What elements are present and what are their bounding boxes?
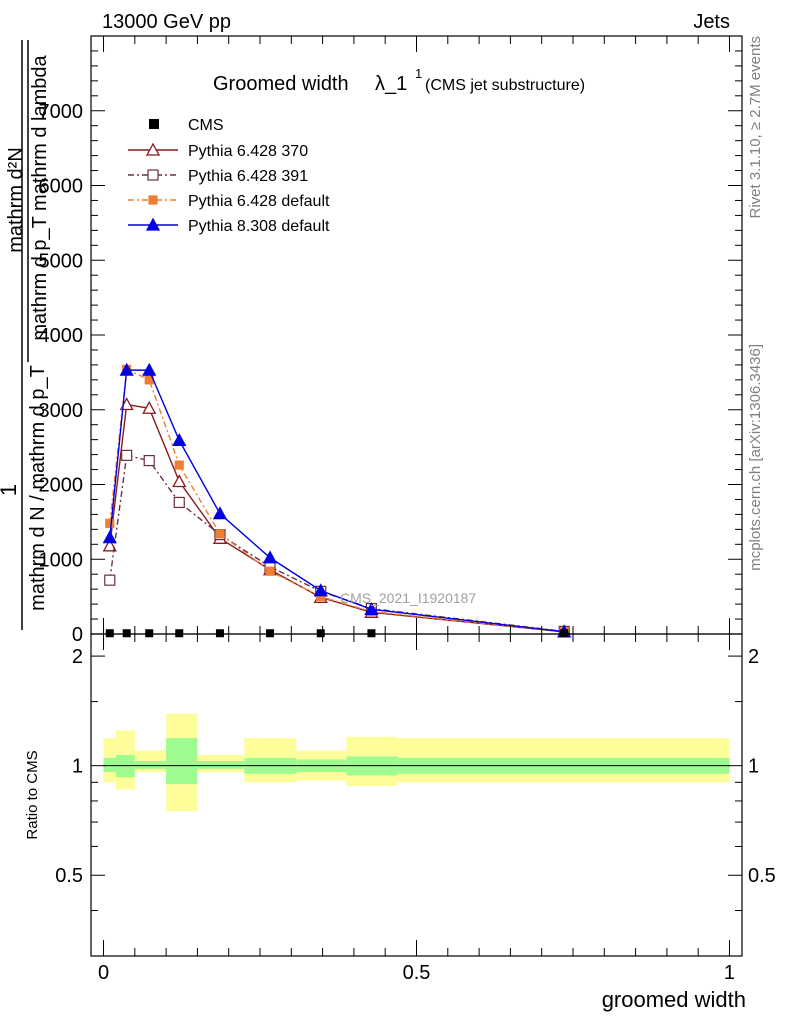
y-tick-label: 1000 [39, 549, 84, 571]
ratio-tick-label-right: 1 [748, 756, 759, 778]
series-point [142, 400, 157, 414]
legend-label: CMS [188, 117, 224, 134]
legend-marker [149, 119, 159, 129]
ratio-axis-ticks: 0.5 0.5 1 1 2 2 [55, 646, 776, 912]
ratio-tick-label-right: 2 [748, 646, 759, 668]
ylabel-outer-num: 1 [0, 484, 21, 496]
series-point [102, 530, 117, 544]
x-axis-label: groomed width [602, 987, 746, 1012]
series-point [212, 506, 228, 520]
legend-marker [147, 169, 159, 181]
cms-data-point [215, 629, 224, 638]
cms-data-point [367, 629, 376, 638]
series-point [265, 566, 275, 576]
cms-data-point [175, 629, 184, 638]
y-tick-label: 0 [72, 624, 83, 646]
cms-data-point [316, 629, 325, 638]
series-point [364, 601, 379, 615]
y-tick-label: 7000 [39, 101, 84, 123]
main-axis-ticks: 0 1000 2000 3000 4000 5000 6000 7000 [39, 50, 742, 646]
header-energy: 13000 GeV pp [102, 11, 231, 33]
series-point [102, 538, 117, 552]
series-point [215, 529, 225, 539]
ratio-tick-label: 2 [72, 646, 83, 668]
y-tick-label: 4000 [39, 325, 84, 347]
legend-label: Pythia 6.428 default [188, 193, 330, 210]
title-math: λ_1 [375, 73, 407, 95]
title-text: Groomed width [213, 73, 349, 95]
x-tick-label: 0 [98, 962, 109, 984]
y-tick-label: 2000 [39, 475, 84, 497]
x-tick-label: 1 [724, 962, 735, 984]
series-point [313, 583, 328, 597]
ratio-ylabel: Ratio to CMS [24, 750, 41, 839]
series-point [174, 460, 184, 470]
chart-title: Groomed width λ_1 1 (CMS jet substructur… [213, 66, 585, 95]
cms-data-point [560, 629, 569, 638]
series-point [173, 496, 185, 509]
y-tick-label: 5000 [39, 250, 84, 272]
series-point [143, 454, 155, 467]
mcplots-label: mcplots.cern.ch [arXiv:1306.3436] [747, 344, 764, 571]
cms-data-point [122, 629, 131, 638]
series-point [119, 362, 134, 376]
legend: CMS Pythia 6.428 370 Pythia 6.428 391 Pythi… [128, 117, 330, 235]
cms-data-point [105, 629, 114, 638]
ylabel-inner-num: mathrm d²N [5, 147, 27, 253]
series-point [121, 449, 133, 461]
series-point [104, 574, 116, 586]
title-sup: 1 [415, 66, 422, 81]
watermark: CMS_2021_I1920187 [340, 590, 476, 606]
ratio-bands [103, 713, 730, 812]
legend-marker [145, 142, 161, 156]
main-ylabel: 1 mathrm d N / mathrm d p_T mathrm d²N m… [0, 40, 51, 630]
legend-label: Pythia 6.428 370 [188, 143, 308, 160]
series-point [142, 362, 157, 376]
legend-marker [148, 195, 158, 205]
cms-data-point [145, 629, 154, 638]
y-tick-label: 6000 [39, 176, 84, 198]
title-subtitle: (CMS jet substructure) [425, 77, 585, 94]
x-axis-ticks: 0 0.5 1 [98, 36, 735, 984]
ratio-tick-label: 1 [72, 756, 83, 778]
ratio-tick-label: 0.5 [55, 865, 83, 887]
series-point [105, 518, 115, 528]
ratio-inner-band [166, 738, 198, 785]
ratio-inner-band [197, 760, 245, 769]
rivet-label: Rivet 3.1.10, ≥ 2.7M events [747, 36, 764, 219]
header-jets: Jets [693, 11, 730, 33]
x-tick-label: 0.5 [403, 962, 431, 984]
cms-data-point [266, 629, 275, 638]
ratio-inner-band [103, 757, 117, 773]
legend-label: Pythia 8.308 default [188, 218, 330, 235]
main-series [102, 362, 572, 638]
ratio-inner-band [134, 760, 167, 769]
series-point [172, 474, 187, 488]
legend-label: Pythia 6.428 391 [188, 168, 308, 185]
ylabel-outer-den: mathrm d N / mathrm d p_T [27, 365, 49, 611]
series-point [172, 433, 187, 447]
series-point [262, 550, 278, 564]
legend-marker [145, 217, 161, 231]
ratio-tick-label-right: 0.5 [748, 865, 776, 887]
y-tick-label: 3000 [39, 400, 84, 422]
ylabel-inner-den: mathrm d p_T mathrm d lambda [29, 54, 51, 340]
